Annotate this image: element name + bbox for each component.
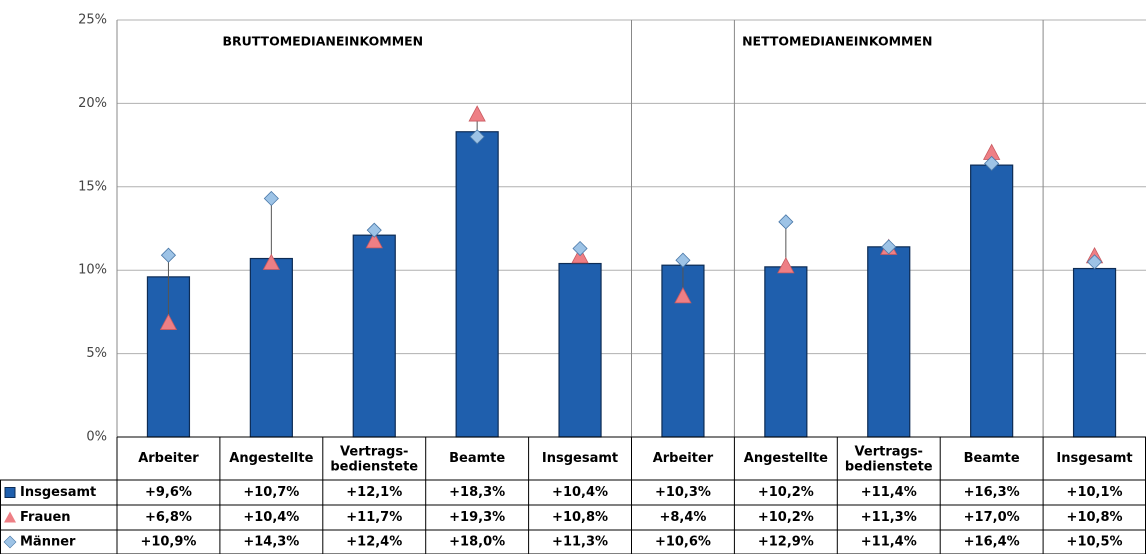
category-label: Arbeiter xyxy=(138,451,199,466)
diamond-marker xyxy=(366,222,382,238)
diamond-marker xyxy=(160,247,177,263)
legend-square xyxy=(4,487,16,498)
table-value: +11,7% xyxy=(346,510,402,525)
bar xyxy=(1072,267,1117,438)
table-value: +11,3% xyxy=(552,535,608,550)
table-value: +6,8% xyxy=(145,510,192,525)
table-value: +10,6% xyxy=(655,535,711,550)
table-value: +18,0% xyxy=(449,535,505,550)
category-label: Vertrags-bedienstete xyxy=(845,444,933,474)
table-value: +10,8% xyxy=(552,510,608,525)
table-value: +18,3% xyxy=(449,485,505,500)
table-value: +10,1% xyxy=(1067,485,1123,500)
table-value: +16,4% xyxy=(964,535,1020,550)
legend-label: Insgesamt xyxy=(20,485,96,500)
table-value: +10,8% xyxy=(1067,510,1123,525)
triangle-marker xyxy=(159,313,178,330)
table-value: +17,0% xyxy=(964,510,1020,525)
table-value: +9,6% xyxy=(145,485,192,500)
table-value: +10,2% xyxy=(758,485,814,500)
table-value: +12,4% xyxy=(346,535,402,550)
legend-triangle xyxy=(4,511,16,523)
section-title: NETTOMEDIANEINKOMMEN xyxy=(742,34,932,49)
diamond-marker xyxy=(572,240,588,257)
diamond-marker xyxy=(469,129,485,145)
table-value: +11,3% xyxy=(861,510,917,525)
table-value: +12,1% xyxy=(346,485,402,500)
bar xyxy=(352,234,396,438)
table-value: +16,3% xyxy=(964,485,1020,500)
triangle-marker xyxy=(674,287,692,304)
diamond-marker xyxy=(984,155,1000,172)
table-value: +19,3% xyxy=(449,510,505,525)
bar xyxy=(249,257,293,438)
diamond-marker xyxy=(1086,254,1103,270)
y-tick-label: 10% xyxy=(78,263,107,278)
category-label: Insgesamt xyxy=(542,451,618,466)
category-label: Angestellte xyxy=(744,451,828,466)
triangle-marker xyxy=(262,253,281,270)
table-value: +10,5% xyxy=(1067,535,1123,550)
legend-label: Frauen xyxy=(20,510,71,525)
diamond-marker xyxy=(263,190,279,207)
bar xyxy=(455,131,499,438)
category-label: Insgesamt xyxy=(1056,451,1132,466)
table-value: +14,3% xyxy=(243,535,299,550)
bar xyxy=(764,266,808,438)
table-value: +10,7% xyxy=(243,485,299,500)
section-title: BRUTTOMEDIANEINKOMMEN xyxy=(222,34,423,49)
bar xyxy=(970,164,1014,438)
diamond-marker xyxy=(778,214,794,230)
category-label: Vertrags-bedienstete xyxy=(330,444,418,474)
table-value: +10,9% xyxy=(140,535,196,550)
triangle-marker xyxy=(777,257,795,274)
legend-diamond xyxy=(3,535,17,549)
table-value: +10,4% xyxy=(243,510,299,525)
table-value: +8,4% xyxy=(659,510,706,525)
category-label: Beamte xyxy=(449,451,505,466)
category-label: Arbeiter xyxy=(653,451,714,466)
bar xyxy=(558,262,602,438)
table-value: +10,2% xyxy=(758,510,814,525)
bar xyxy=(867,246,911,438)
table-value: +11,4% xyxy=(861,535,917,550)
y-tick-label: 15% xyxy=(78,179,107,194)
table-value: +11,4% xyxy=(861,485,917,500)
table-value: +10,3% xyxy=(655,485,711,500)
diamond-marker xyxy=(881,239,897,255)
y-tick-label: 20% xyxy=(78,96,107,111)
category-label: Angestellte xyxy=(229,451,313,466)
table-value: +12,9% xyxy=(758,535,814,550)
y-tick-label: 0% xyxy=(86,430,107,445)
category-label: Beamte xyxy=(964,451,1020,466)
table-value: +10,4% xyxy=(552,485,608,500)
diamond-marker xyxy=(675,252,691,268)
legend-label: Männer xyxy=(20,535,76,550)
y-tick-label: 25% xyxy=(78,13,107,28)
y-tick-label: 5% xyxy=(86,346,107,361)
triangle-marker xyxy=(468,105,486,122)
triangle-marker xyxy=(365,231,383,249)
